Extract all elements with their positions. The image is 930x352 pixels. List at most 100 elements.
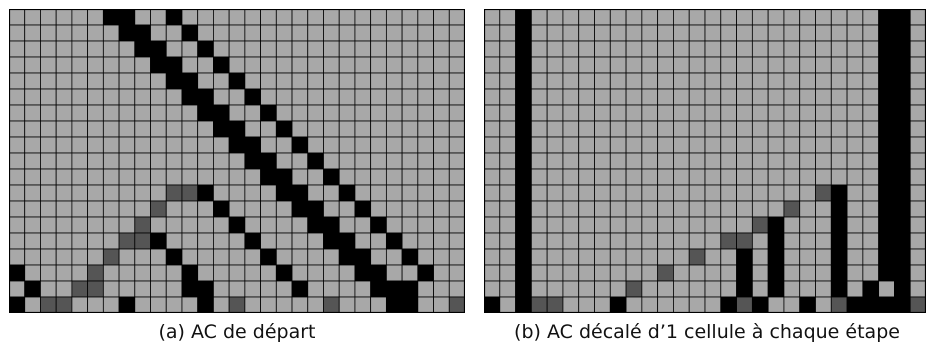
- cell-black: [401, 248, 419, 266]
- cell-empty: [433, 136, 450, 154]
- cell-empty: [118, 200, 136, 218]
- cell-empty: [165, 40, 183, 58]
- cell-black: [275, 168, 293, 186]
- cell-black: [515, 280, 532, 298]
- cell-empty: [228, 280, 246, 298]
- cell-empty: [448, 136, 465, 154]
- cell-empty: [87, 136, 104, 154]
- cell-empty: [323, 72, 340, 90]
- cell-empty: [609, 216, 627, 234]
- cell-black: [894, 232, 911, 250]
- cell-black: [181, 264, 199, 282]
- cell-empty: [783, 216, 801, 234]
- cell-empty: [165, 232, 183, 250]
- cell-empty: [625, 152, 643, 170]
- cell-empty: [260, 296, 277, 313]
- cell-empty: [704, 264, 722, 282]
- cell-empty: [767, 200, 785, 218]
- cell-empty: [433, 104, 450, 122]
- cell-empty: [594, 248, 611, 266]
- cell-empty: [657, 9, 674, 26]
- cell-empty: [484, 72, 501, 90]
- cell-black: [515, 264, 532, 282]
- cell-empty: [783, 184, 801, 202]
- cell-empty: [767, 104, 785, 122]
- cell-empty: [657, 184, 674, 202]
- cell-empty: [40, 168, 57, 186]
- cell-empty: [625, 136, 643, 154]
- cell-empty: [862, 72, 880, 90]
- cell-empty: [338, 152, 356, 170]
- cell-empty: [433, 264, 450, 282]
- cell-empty: [323, 104, 340, 122]
- cell-empty: [767, 72, 785, 90]
- cell-empty: [213, 9, 230, 26]
- cell-empty: [594, 136, 611, 154]
- cell-empty: [118, 216, 136, 234]
- cell-empty: [213, 168, 230, 186]
- cell-empty: [213, 216, 230, 234]
- cell-black: [354, 200, 372, 218]
- cell-empty: [484, 264, 501, 282]
- cell-empty: [354, 136, 372, 154]
- grid-b-svg: [484, 9, 926, 313]
- cell-empty: [830, 120, 848, 138]
- cell-empty: [909, 104, 926, 122]
- cell-empty: [815, 264, 832, 282]
- cell-empty: [830, 136, 848, 154]
- cell-empty: [720, 56, 737, 74]
- cell-empty: [417, 280, 434, 298]
- cell-empty: [181, 104, 199, 122]
- cell-empty: [448, 280, 465, 298]
- cell-empty: [799, 136, 816, 154]
- cell-black: [894, 9, 911, 26]
- cell-empty: [417, 120, 434, 138]
- cell-empty: [530, 56, 548, 74]
- cell-empty: [275, 200, 293, 218]
- cell-empty: [118, 184, 136, 202]
- cell-empty: [338, 72, 356, 90]
- cell-black: [799, 296, 816, 313]
- cell-empty: [87, 152, 104, 170]
- cell-empty: [641, 232, 659, 250]
- cell-empty: [9, 184, 26, 202]
- cell-empty: [150, 88, 167, 106]
- cell-empty: [448, 72, 465, 90]
- cell-empty: [862, 120, 880, 138]
- cell-dark: [87, 264, 104, 282]
- cell-empty: [433, 200, 450, 218]
- cell-empty: [657, 104, 674, 122]
- cell-empty: [688, 232, 706, 250]
- cell-empty: [688, 168, 706, 186]
- cell-empty: [846, 232, 864, 250]
- cell-empty: [9, 120, 26, 138]
- cell-empty: [213, 136, 230, 154]
- cell-empty: [641, 136, 659, 154]
- cell-empty: [767, 56, 785, 74]
- cell-empty: [370, 104, 387, 122]
- cell-empty: [448, 40, 465, 58]
- cell-black: [894, 72, 911, 90]
- cell-empty: [275, 40, 293, 58]
- cell-empty: [307, 136, 324, 154]
- cell-empty: [799, 120, 816, 138]
- cell-black: [878, 200, 895, 218]
- cell-dark: [736, 296, 753, 313]
- cell-empty: [385, 136, 403, 154]
- cell-empty: [594, 56, 611, 74]
- cell-empty: [578, 232, 595, 250]
- cell-empty: [530, 168, 548, 186]
- cell-black: [244, 232, 261, 250]
- cell-empty: [181, 9, 199, 26]
- cell-black: [830, 184, 848, 202]
- cell-empty: [530, 280, 548, 298]
- cell-empty: [594, 200, 611, 218]
- cell-empty: [260, 264, 277, 282]
- cell-empty: [609, 184, 627, 202]
- cell-empty: [609, 104, 627, 122]
- cell-empty: [134, 120, 151, 138]
- cell-empty: [71, 152, 89, 170]
- cell-black: [515, 136, 532, 154]
- cell-empty: [673, 184, 690, 202]
- cell-empty: [244, 248, 261, 266]
